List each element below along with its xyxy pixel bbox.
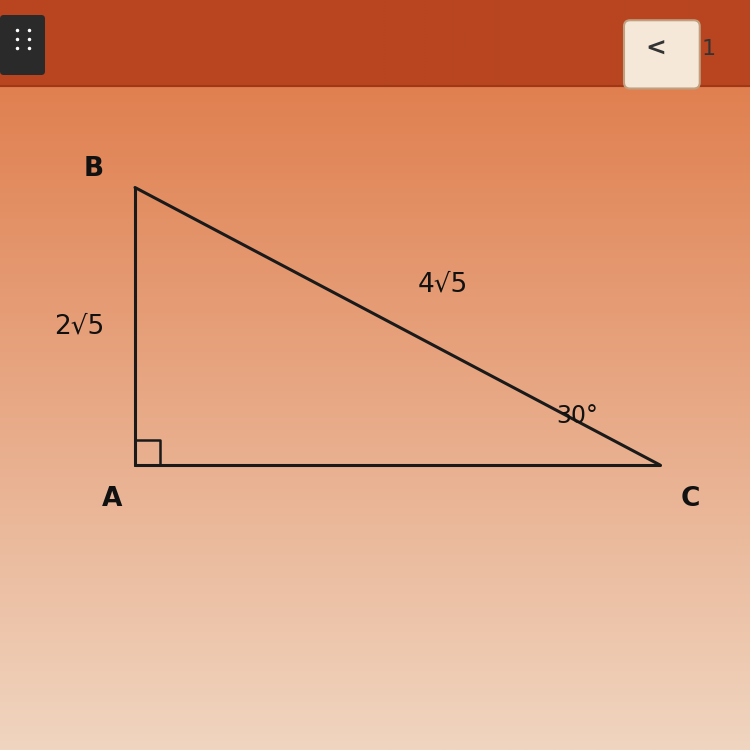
Text: C: C <box>680 486 700 512</box>
Text: 2√5: 2√5 <box>54 314 104 339</box>
FancyBboxPatch shape <box>0 15 45 75</box>
Text: A: A <box>102 486 123 512</box>
Text: 4√5: 4√5 <box>418 272 468 298</box>
Text: <: < <box>646 37 667 61</box>
Text: 1: 1 <box>702 39 715 58</box>
Text: 30°: 30° <box>556 404 598 428</box>
FancyBboxPatch shape <box>624 20 700 88</box>
Text: B: B <box>84 156 104 182</box>
